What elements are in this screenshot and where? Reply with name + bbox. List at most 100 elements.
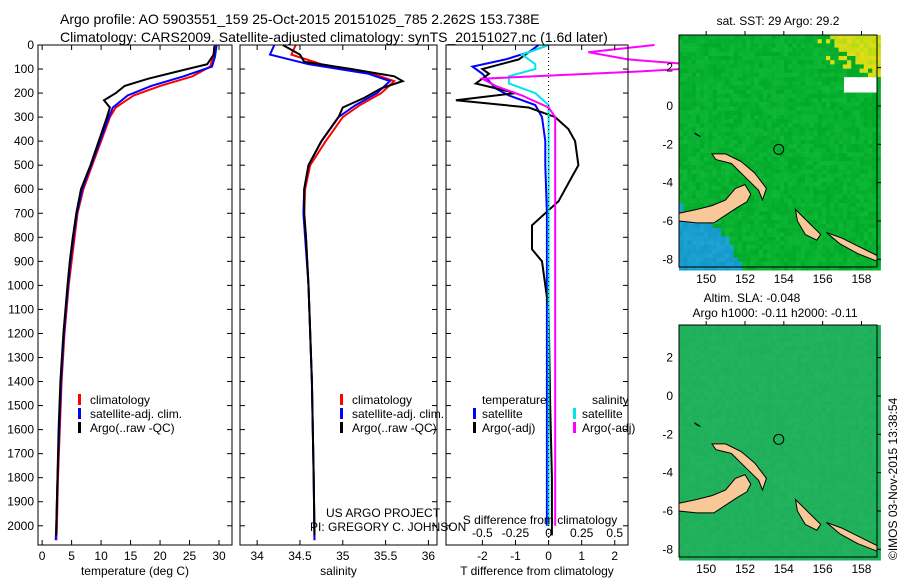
map-cell — [842, 354, 848, 359]
map-cell — [737, 245, 743, 250]
map-cell — [729, 64, 734, 69]
map-cell — [847, 135, 852, 141]
map-cell — [754, 404, 760, 410]
map-cell — [691, 156, 697, 162]
map-cell — [750, 224, 755, 229]
map-cell — [775, 261, 781, 267]
map-cell — [754, 47, 760, 53]
map-cell — [712, 228, 718, 233]
map-cell — [712, 81, 718, 86]
map-cell — [830, 413, 835, 418]
map-cell — [708, 379, 713, 385]
map-cell — [847, 367, 852, 372]
map-cell — [876, 85, 881, 90]
map-cell — [750, 190, 755, 195]
map-cell — [695, 51, 701, 57]
map-cell — [855, 493, 860, 498]
map-cell — [716, 186, 722, 191]
map-cell — [716, 354, 722, 359]
map-cell — [746, 350, 751, 355]
map-cell — [855, 198, 860, 204]
map-cell — [842, 472, 848, 477]
map-cell — [830, 77, 835, 82]
map-cell — [750, 135, 755, 141]
map-cell — [725, 131, 730, 137]
map-cell — [805, 140, 810, 145]
map-cell — [763, 417, 768, 422]
map-cell — [712, 425, 718, 431]
y-tick-label: 400 — [14, 134, 34, 148]
map-cell — [821, 190, 827, 195]
map-cell — [746, 371, 751, 376]
map-cell — [784, 60, 789, 65]
map-cell — [721, 114, 726, 120]
map-cell — [708, 39, 713, 44]
map-cell — [767, 383, 772, 389]
map-cell — [863, 207, 869, 212]
map-cell — [700, 165, 705, 170]
map-cell — [721, 253, 726, 258]
map-cell — [863, 430, 869, 435]
map-cell — [809, 253, 814, 258]
map-cell — [721, 131, 726, 137]
map-cell — [704, 430, 709, 435]
map-cell — [700, 224, 705, 229]
map-cell — [859, 346, 865, 351]
map-cell — [750, 325, 755, 330]
legend-swatch — [573, 408, 576, 419]
legend-label: Argo(-adj) — [582, 421, 635, 435]
map-cell — [800, 488, 806, 494]
map-cell — [691, 362, 697, 368]
map-cell — [687, 89, 692, 95]
map-cell — [742, 493, 747, 498]
map-cell — [788, 467, 793, 473]
map-cell — [842, 392, 848, 397]
map-cell — [826, 446, 831, 452]
map-cell — [838, 388, 844, 393]
map-cell — [754, 56, 760, 61]
map-cell — [788, 64, 793, 69]
map-cell — [868, 35, 873, 40]
map-cell — [737, 337, 743, 343]
map-cell — [775, 114, 781, 120]
map-cell — [830, 135, 835, 141]
map-cell — [868, 400, 873, 406]
map-cell — [821, 375, 827, 380]
map-cell — [737, 119, 743, 124]
map-cell — [683, 186, 688, 191]
map-cell — [830, 119, 835, 124]
map-cell — [834, 215, 839, 221]
map-cell — [716, 484, 722, 490]
map-cell — [863, 240, 869, 246]
map-cell — [859, 371, 865, 376]
map-cell — [851, 476, 856, 481]
map-cell — [800, 161, 806, 166]
map-cell — [771, 333, 776, 338]
map-cell — [788, 358, 793, 364]
map-cell — [716, 140, 722, 145]
map-cell — [851, 203, 856, 208]
map-cell — [847, 333, 852, 338]
map-cell — [729, 371, 734, 376]
map-cell — [805, 215, 810, 221]
map-cell — [746, 35, 751, 40]
map-cell — [826, 182, 831, 187]
map-cell — [700, 161, 705, 166]
map-cell — [683, 161, 688, 166]
x-tick-label: 2 — [611, 549, 618, 563]
map-cell — [834, 240, 839, 246]
map-cell — [683, 72, 688, 78]
map-cell — [821, 89, 827, 95]
map-cell — [750, 161, 755, 166]
map-cell — [771, 266, 776, 271]
map-cell — [859, 375, 865, 380]
map-cell — [784, 77, 789, 82]
map-cell — [767, 219, 772, 225]
map-cell — [800, 476, 806, 481]
map-cell — [863, 392, 869, 397]
map-cell — [838, 333, 844, 338]
map-cell — [855, 442, 860, 448]
map-cell — [788, 257, 793, 263]
map-cell — [750, 253, 755, 258]
map-cell — [767, 182, 772, 187]
